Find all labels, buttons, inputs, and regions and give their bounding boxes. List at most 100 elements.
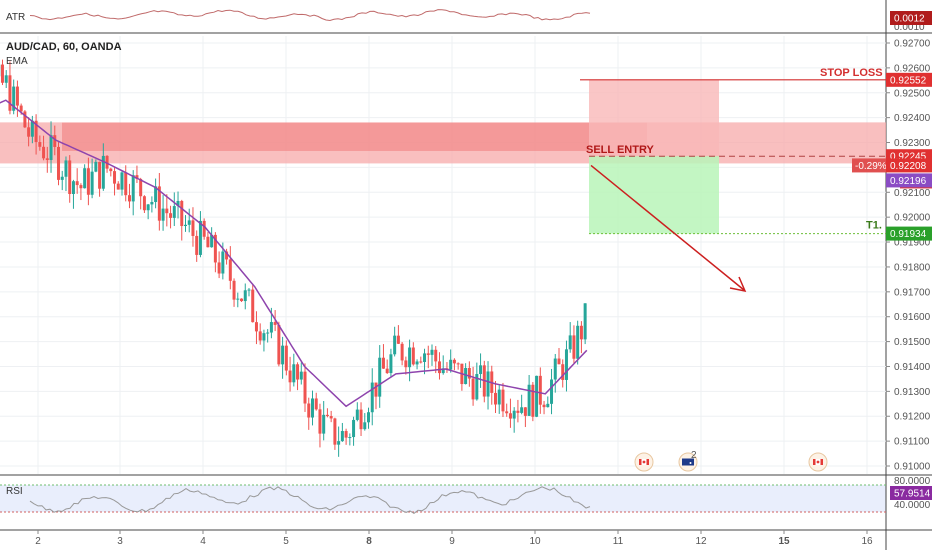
candle-body: [68, 160, 72, 195]
candle-body: [404, 360, 408, 368]
candle-body: [258, 331, 262, 341]
candle-body: [165, 208, 169, 214]
candle-body: [344, 431, 348, 438]
candle-body: [464, 367, 468, 385]
candle-body: [426, 353, 430, 355]
candle-body: [415, 361, 419, 365]
candle-body: [251, 289, 255, 323]
candle-body: [19, 105, 23, 112]
event-icons[interactable]: 2: [634, 450, 828, 472]
x-tick-label: 11: [613, 536, 624, 547]
candle-body: [154, 186, 158, 202]
candle-body: [523, 407, 527, 416]
x-tick-label: 5: [283, 536, 289, 547]
candle-body: [198, 220, 202, 255]
candle-body: [355, 409, 359, 420]
atr-value-tag-bg: [890, 11, 932, 25]
price-axis[interactable]: 0.92700 0.92600 0.92500 0.92400 0.92300 0.922…: [886, 39, 931, 473]
candle-body: [23, 111, 27, 128]
candle-body: [131, 175, 135, 202]
candle-body: [542, 404, 546, 408]
candle-body: [340, 431, 344, 442]
rsi-line: [29, 486, 591, 515]
time-axis[interactable]: 2 3 4 5 8 9 10 11 12 15 16: [35, 530, 873, 547]
ema-polyline: [0, 99, 588, 408]
y-tick-label: 0.91700: [894, 287, 931, 298]
trade-zones: [0, 79, 886, 234]
candle-body: [535, 375, 539, 417]
y-tick-label: 0.91500: [894, 337, 931, 348]
candle-body: [475, 374, 479, 400]
candle-body: [546, 403, 550, 408]
candle-body: [299, 371, 303, 380]
candle-body: [0, 64, 4, 83]
candle-body: [195, 235, 199, 255]
y-tick-label: 0.92300: [894, 138, 931, 149]
x-tick-label: 12: [695, 536, 707, 547]
candle-body: [393, 335, 397, 355]
candle-body: [430, 349, 434, 355]
y-tick-label: 0.92000: [894, 213, 931, 224]
candle-body: [281, 345, 285, 365]
candle-body: [325, 414, 329, 417]
candle-body: [579, 325, 583, 340]
canada-flag-left-bar: [813, 459, 816, 465]
candle-body: [396, 335, 400, 344]
candle-body: [516, 410, 520, 413]
rsi-indicator: 80.0000 40.0000: [0, 476, 931, 515]
candle-body: [277, 324, 281, 365]
annotations: STOP LOSS SELL ENTRY T1.: [580, 67, 886, 293]
y-tick-label: 0.91300: [894, 387, 931, 398]
candle-body: [423, 353, 427, 362]
sell-arrow-line: [590, 164, 745, 291]
candle-body: [42, 146, 46, 159]
candle-body: [363, 422, 367, 430]
candle-body: [381, 357, 385, 369]
target-zone: [589, 156, 719, 234]
candle-body: [531, 384, 535, 417]
candle-body: [441, 368, 445, 374]
candle-body: [213, 234, 217, 263]
candle-body: [139, 179, 143, 197]
candle-body: [370, 382, 374, 413]
x-tick-label: 2: [35, 536, 41, 547]
candle-body: [348, 437, 352, 439]
y-tick-label: 0.91900: [894, 238, 931, 249]
candle-body: [12, 86, 16, 111]
candle-body: [501, 389, 505, 412]
canada-flag-leaf: [642, 460, 646, 464]
candle-body: [322, 414, 326, 434]
candle-body: [505, 411, 509, 414]
candle-body: [71, 181, 75, 195]
y-tick-label: 0.91400: [894, 362, 931, 373]
candle-body: [49, 135, 53, 160]
candle-body: [367, 412, 371, 423]
resistance-inner-zone: [62, 122, 647, 151]
canada-flag-right-bar: [820, 459, 823, 465]
atr-pane: [0, 0, 886, 32]
rsi-value-tag: 57.9514: [894, 489, 931, 500]
candle-body: [105, 155, 109, 169]
candle-body: [90, 171, 94, 195]
sell-arrow-head: [729, 276, 747, 293]
candle-body: [176, 200, 180, 207]
grid-lines: [0, 36, 886, 474]
candle-body: [101, 155, 105, 189]
candle-body: [45, 158, 49, 160]
stop-loss-price-tag: 0.92552: [890, 75, 927, 86]
candle-body: [310, 398, 314, 418]
candle-body: [30, 120, 34, 137]
x-tick-label: 8: [366, 536, 372, 547]
y-tick-label: 0.92600: [894, 63, 931, 74]
candle-body: [83, 168, 87, 189]
candle-body: [86, 168, 90, 195]
candle-body: [53, 135, 57, 147]
price-pane[interactable]: [0, 36, 886, 474]
candle-body: [568, 335, 572, 350]
candle-body: [408, 347, 412, 368]
candle-body: [120, 172, 124, 190]
candle-body: [419, 361, 423, 363]
candle-body: [527, 384, 531, 416]
event-count: 2: [691, 450, 697, 461]
